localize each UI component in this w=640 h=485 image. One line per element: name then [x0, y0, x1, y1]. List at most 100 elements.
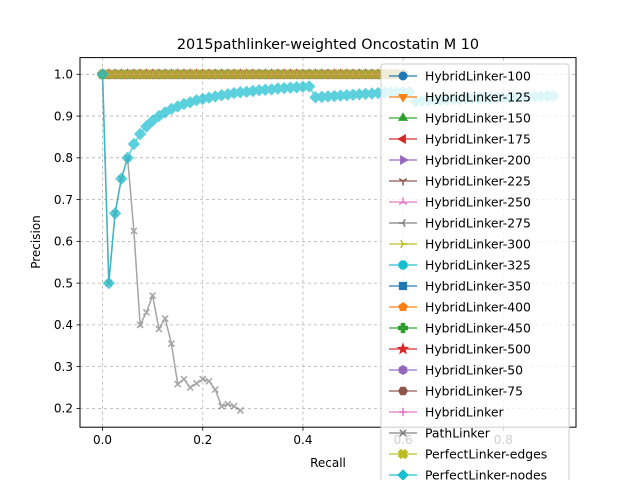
legend-label: HybridLinker-125 [425, 90, 531, 105]
legend-label: HybridLinker-275 [425, 216, 531, 231]
legend: HybridLinker-100 HybridLinker-125 HybridLi… [380, 63, 570, 485]
legend-item-hybridlinker-75: HybridLinker-75 [389, 384, 523, 399]
x-axis-label: Recall [310, 456, 346, 470]
legend-label: PerfectLinker-nodes [425, 468, 547, 481]
legend-label: HybridLinker-400 [425, 300, 531, 315]
legend-swatch-marker [398, 260, 408, 270]
legend-label: HybridLinker-300 [425, 237, 531, 252]
legend-swatch-marker [396, 342, 410, 355]
legend-item-hybridlinker-175: HybridLinker-175 [389, 132, 531, 147]
y-tick-label: 0.6 [54, 235, 73, 249]
perfectlinker-nodes-point [96, 68, 109, 81]
legend-item-hybridlinker-275: HybridLinker-275 [389, 216, 531, 231]
pathlinker-point [130, 227, 138, 235]
legend-swatch-marker [397, 133, 406, 145]
pathlinker-point [142, 308, 150, 316]
perfectlinker-nodes-point [127, 137, 141, 151]
legend-label: PathLinker [425, 426, 491, 441]
legend-swatch-marker [398, 301, 408, 312]
legend-label: HybridLinker-250 [425, 195, 531, 210]
y-axis-label: Precision [29, 215, 43, 269]
pathlinker-point [180, 375, 188, 383]
plot-frame [79, 57, 577, 428]
x-tick-label: 0.4 [293, 433, 312, 447]
pathlinker-point [205, 377, 213, 385]
legend-swatch-marker [400, 239, 408, 249]
pathlinker-point [186, 383, 194, 392]
pathlinker-point [136, 321, 144, 329]
legend-item-hybridlinker-300: HybridLinker-300 [389, 237, 531, 252]
legend-label: HybridLinker-150 [425, 111, 531, 126]
legend-item-hybridlinker-100: HybridLinker-100 [389, 69, 531, 84]
legend-item-hybridlinker-200: HybridLinker-200 [389, 153, 531, 168]
perfectlinker-nodes-point [133, 127, 147, 141]
legend-label: PerfectLinker-edges [425, 447, 547, 462]
legend-swatch-marker [397, 94, 409, 103]
y-tick-label: 0.8 [54, 151, 73, 165]
legend-item-hybridlinker-125: HybridLinker-125 [389, 90, 531, 105]
pathlinker-point [230, 402, 238, 410]
y-tick-label: 0.5 [54, 276, 73, 290]
y-tick-label: 0.4 [54, 318, 73, 332]
y-tick-label: 0.7 [54, 193, 73, 207]
legend-label: HybridLinker-100 [425, 69, 531, 84]
legend-item-perfectlinker-nodes: PerfectLinker-nodes [389, 468, 547, 483]
y-tick-label: 0.2 [54, 402, 73, 416]
legend-swatch-marker [398, 197, 408, 205]
legend-item-hybridlinker-400: HybridLinker-400 [389, 300, 531, 315]
legend-item-hybridlinker-350: HybridLinker-350 [389, 279, 531, 294]
legend-label: HybridLinker-75 [425, 384, 523, 399]
legend-swatch-marker [398, 281, 408, 291]
legend-item-hybridlinker-325: HybridLinker-325 [389, 258, 531, 273]
pathlinker-point [236, 406, 244, 415]
pathlinker-point [217, 402, 226, 410]
y-tick-label: 0.9 [54, 109, 73, 123]
legend-label: HybridLinker-450 [425, 321, 531, 336]
legend-swatch-marker [398, 218, 406, 228]
legend-swatch-marker [398, 178, 408, 186]
legend-item-hybridlinker-250: HybridLinker-250 [389, 195, 531, 210]
legend-item-hybridlinker-50: HybridLinker-50 [389, 363, 523, 378]
pathlinker-point [224, 400, 232, 408]
legend-item-pathlinker: PathLinker [389, 426, 491, 441]
chart-title: 2015pathlinker-weighted Oncostatin M 10 [177, 37, 479, 53]
legend-label: HybridLinker [425, 405, 504, 420]
pathlinker-point [161, 315, 169, 323]
series-perfectlinker-edges [97, 69, 409, 80]
legend-swatch-marker [397, 322, 409, 334]
perfectlinker-nodes-point [303, 80, 316, 93]
perfectlinker-nodes-point [121, 151, 134, 165]
legend-label: HybridLinker-200 [425, 153, 531, 168]
legend-swatch-marker [399, 429, 407, 437]
legend-label: HybridLinker-225 [425, 174, 531, 189]
pathlinker-point [149, 292, 157, 300]
perfectlinker-nodes-point [108, 207, 122, 220]
legend-swatch-marker [398, 71, 408, 81]
legend-item-hybridlinker-500: HybridLinker-500 [389, 342, 531, 357]
y-tick-label: 1.0 [54, 68, 73, 82]
pathlinker-point [174, 380, 182, 388]
pathlinker-point [155, 325, 163, 333]
pathlinker-point [199, 375, 207, 383]
legend-label: HybridLinker-50 [425, 363, 523, 378]
legend-label: HybridLinker-350 [425, 279, 531, 294]
legend-box [380, 63, 570, 485]
y-tick-label: 0.3 [54, 360, 73, 374]
pathlinker-point [192, 379, 201, 387]
legend-item-hybridlinker-450: HybridLinker-450 [389, 321, 531, 336]
pathlinker-point [211, 386, 219, 394]
legend-label: HybridLinker-500 [425, 342, 531, 357]
legend-item-perfectlinker-edges: PerfectLinker-edges [389, 447, 547, 462]
legend-item-hybridlinker-150: HybridLinker-150 [389, 111, 531, 126]
legend-label: HybridLinker-325 [425, 258, 531, 273]
pathlinker-point [167, 340, 176, 348]
perfectlinker-nodes-point [102, 276, 116, 290]
legend-swatch-marker [400, 154, 409, 166]
legend-swatch-marker [398, 386, 408, 396]
legend-item-hybridlinker-225: HybridLinker-225 [389, 174, 531, 189]
legend-swatch-marker [399, 408, 407, 416]
legend-swatch-marker [397, 448, 409, 460]
perfectlinker-nodes-point [115, 172, 128, 185]
